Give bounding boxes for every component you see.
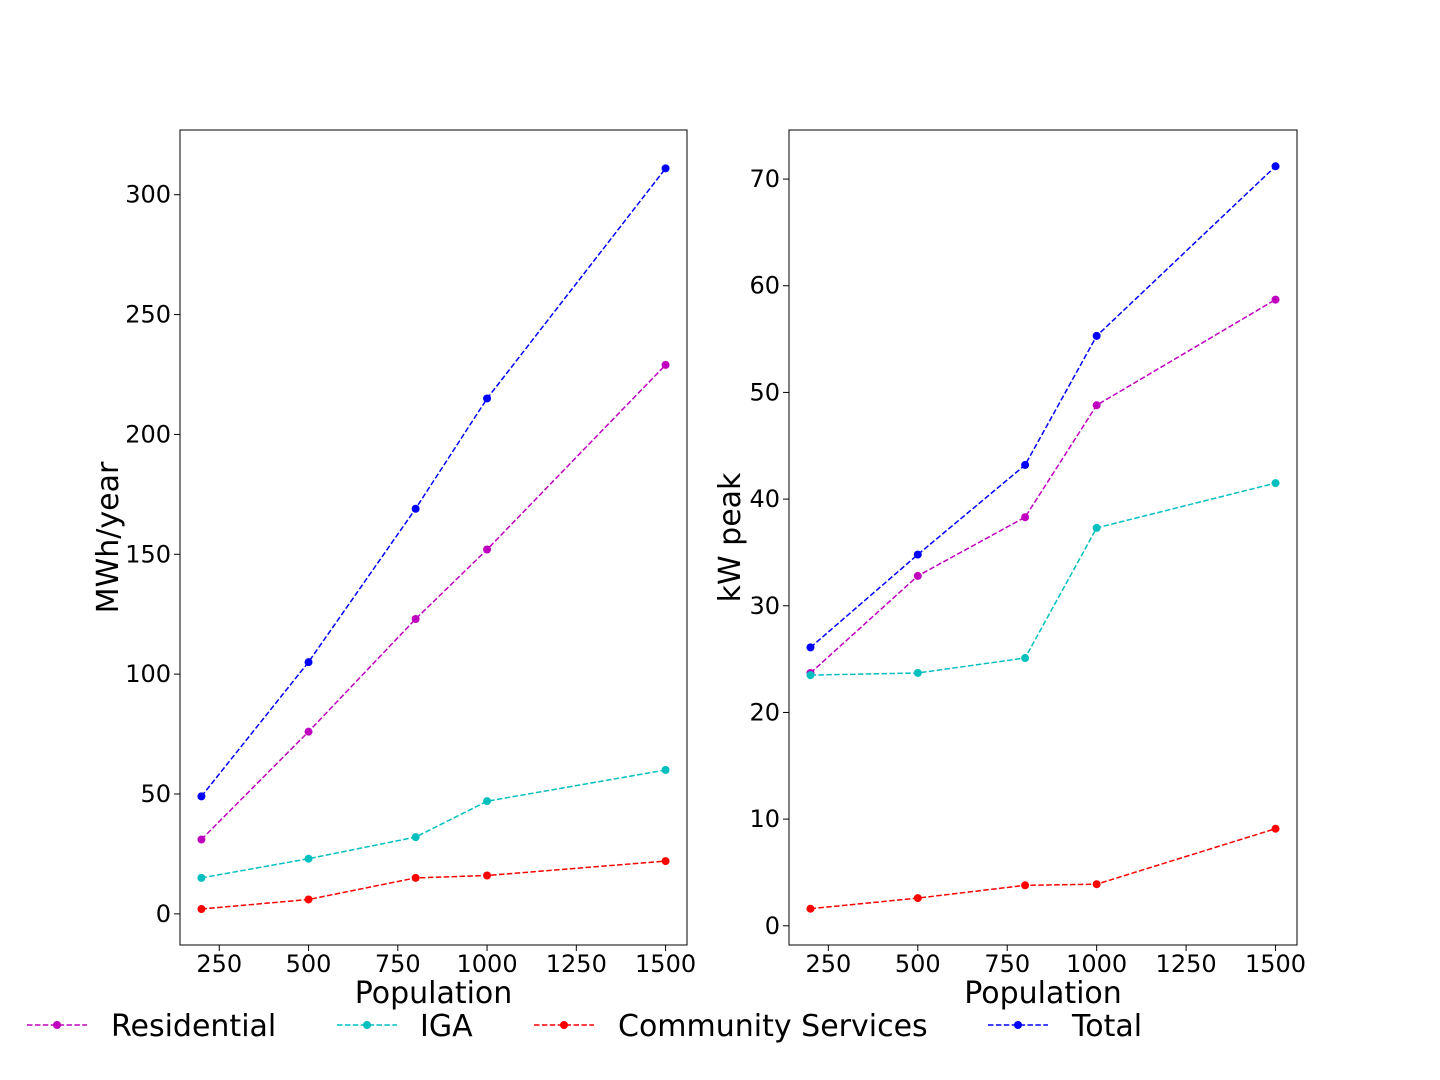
x-tick-label: 1000 [1066,950,1127,978]
energy-chart-panel: 250 500 750 1000 1250 1500 0 50 100 150 200 250 300 P… [91,129,696,1011]
data-point-residential [661,360,670,369]
data-point-total [483,394,492,403]
series-line-iga [810,482,1276,676]
data-point-community-services [661,857,670,866]
x-tick-label: 500 [895,950,941,978]
data-point-total [304,658,313,667]
data-point-iga [913,668,922,677]
x-tick-label: 750 [375,950,421,978]
y-tick-label: 10 [749,805,780,833]
legend-label-residential: Residential [111,1009,276,1044]
x-tick-label: 750 [984,950,1030,978]
data-point-total [1271,162,1280,171]
data-point-community-services [1021,881,1030,890]
y-tick-label: 250 [125,301,171,329]
x-tick-label: 1250 [1156,950,1217,978]
x-tick-label: 250 [805,950,851,978]
legend-label-total: Total [1071,1009,1142,1044]
data-point-community-services [1092,880,1101,889]
series-line-total [810,165,1277,648]
data-point-iga [197,873,206,882]
y-tick-label: 70 [749,165,780,193]
data-point-community-services [483,871,492,880]
data-point-residential [483,545,492,554]
data-point-total [1021,460,1030,469]
series-line-total [200,167,667,797]
data-point-total [1092,331,1101,340]
series-line-residential [200,364,667,841]
data-point-community-services [1271,824,1280,833]
data-point-iga [806,671,815,680]
data-point-residential [1271,295,1280,304]
y-tick-label: 50 [749,378,780,406]
x-tick-label: 1500 [1245,950,1306,978]
x-axis-label: Population [964,976,1122,1011]
legend-swatch-marker-iga [363,1021,371,1029]
plot-frame [179,129,688,946]
legend-label-iga: IGA [420,1009,473,1044]
series-line-residential [809,298,1276,674]
series-line-iga [201,769,666,879]
x-tick-label: 1500 [635,950,696,978]
data-point-iga [1271,479,1280,488]
y-tick-label: 0 [765,912,780,940]
plot-frame [788,129,1298,946]
x-tick-label: 1250 [546,950,607,978]
y-tick-label: 200 [125,420,171,448]
data-point-community-services [197,905,206,914]
legend-label-community-services: Community Services [618,1009,928,1044]
series-line-community-services [201,860,666,910]
data-point-total [913,550,922,559]
y-tick-label: 0 [156,900,171,928]
data-point-residential [411,615,420,623]
y-tick-label: 150 [125,540,171,568]
data-point-iga [1021,654,1030,663]
legend: Residential IGA Community Services Total [27,1009,1142,1044]
y-tick-label: 300 [125,181,171,209]
y-tick-label: 100 [125,660,171,688]
y-tick-label: 20 [749,698,780,726]
series-line-community-services [810,827,1276,910]
data-point-total [197,792,206,801]
data-point-residential [304,727,313,736]
peak-power-chart-panel: 250 500 750 1000 1250 1500 0 10 20 30 40 50 60 70 Popu… [713,129,1306,1011]
data-point-residential [913,571,922,580]
data-point-iga [483,797,492,806]
data-point-residential [1092,401,1101,410]
y-axis-label: MWh/year [91,461,126,613]
y-tick-label: 40 [749,485,780,513]
data-point-residential [197,835,206,844]
data-point-total [411,504,420,513]
data-point-total [806,643,815,652]
y-tick-label: 60 [749,272,780,300]
y-tick-label: 30 [749,592,780,620]
data-point-community-services [304,895,313,904]
x-tick-label: 500 [286,950,332,978]
x-tick-label: 1000 [457,950,518,978]
legend-swatch-marker-community-services [560,1021,568,1029]
y-axis-label: kW peak [713,472,748,602]
y-tick-label: 50 [140,780,171,808]
data-point-iga [1092,523,1101,532]
data-point-iga [661,766,670,775]
data-point-residential [1021,513,1030,522]
data-point-total [661,164,670,173]
legend-swatch-marker-residential [53,1021,61,1029]
x-tick-label: 250 [196,950,242,978]
data-point-community-services [411,873,420,882]
x-axis-label: Population [355,976,513,1011]
data-point-community-services [806,904,815,913]
data-point-iga [411,833,420,842]
data-point-community-services [913,894,922,903]
data-point-iga [304,854,313,863]
legend-swatch-marker-total [1014,1021,1022,1029]
